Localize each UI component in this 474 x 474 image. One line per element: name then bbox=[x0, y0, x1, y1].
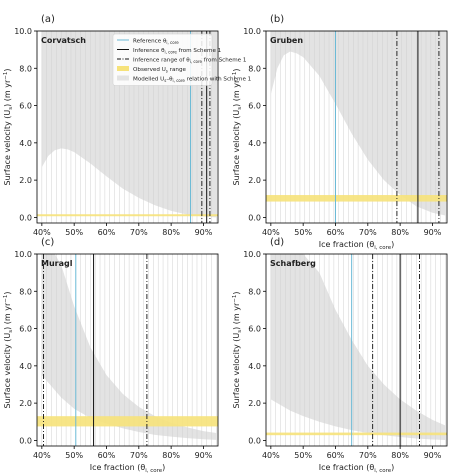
axes-frame bbox=[36, 253, 219, 447]
y-axis-label: Surface velocity (Us) (m yr−1) bbox=[3, 68, 14, 185]
x-tick-label: 40% bbox=[262, 451, 280, 460]
x-tick-label: 40% bbox=[262, 228, 280, 237]
x-tick-label: 40% bbox=[33, 451, 51, 460]
x-tick-label: 90% bbox=[424, 228, 442, 237]
x-tick-label: 90% bbox=[195, 451, 213, 460]
y-tick-label: 6.0 bbox=[19, 325, 32, 334]
x-tick-label: 40% bbox=[33, 228, 51, 237]
y-tick-label: 8.0 bbox=[19, 64, 32, 73]
x-tick-label: 50% bbox=[65, 228, 83, 237]
y-tick-label: 2.0 bbox=[248, 399, 261, 408]
x-tick-label: 50% bbox=[294, 451, 312, 460]
site-name: Corvatsch bbox=[41, 36, 86, 45]
y-tick-label: 2.0 bbox=[248, 176, 261, 185]
observed-range-band bbox=[266, 195, 447, 202]
x-tick-label: 80% bbox=[162, 228, 180, 237]
y-tick-label: 10.0 bbox=[243, 27, 261, 36]
legend-swatch-modelled bbox=[117, 75, 129, 81]
x-tick-label: 60% bbox=[98, 451, 116, 460]
y-tick-label: 6.0 bbox=[248, 325, 261, 334]
x-tick-label: 60% bbox=[98, 228, 116, 237]
plot-area bbox=[266, 254, 447, 446]
y-axis-label: Surface velocity (Us) (m yr−1) bbox=[232, 291, 243, 408]
x-tick-label: 70% bbox=[130, 228, 148, 237]
y-tick-label: 10.0 bbox=[243, 250, 261, 259]
panel-c: 40% 50% 60% 70% 80% 90% 0.0 2.0 4.0 6.0 8.0 10.0 (c)… bbox=[3, 237, 219, 474]
panel-a: 40% 50% 60% 70% 80% 90% 0.0 2.0 4.0 6.0 8.0 10.0 (a)… bbox=[3, 14, 252, 237]
y-tick-label: 8.0 bbox=[248, 287, 261, 296]
y-tick-label: 4.0 bbox=[19, 362, 32, 371]
panel-d: 40% 50% 60% 70% 80% 90% 0.0 2.0 4.0 6.0 8.0 10.0 (d)… bbox=[232, 237, 448, 474]
legend-label-inference: Inference θi, core from Scheme 1 bbox=[133, 48, 222, 55]
y-tick-label: 4.0 bbox=[248, 139, 261, 148]
legend-label-range: Inference range of θi, core from Scheme … bbox=[133, 57, 247, 64]
y-axis-label: Surface velocity (Us) (m yr−1) bbox=[3, 291, 14, 408]
x-tick-label: 50% bbox=[65, 451, 83, 460]
x-tick-label: 60% bbox=[327, 451, 345, 460]
panel-label: (d) bbox=[270, 237, 284, 248]
x-tick-label: 60% bbox=[327, 228, 345, 237]
y-tick-label: 6.0 bbox=[248, 102, 261, 111]
x-tick-label: 70% bbox=[359, 228, 377, 237]
axes-frame bbox=[265, 30, 448, 224]
panel-label: (b) bbox=[270, 14, 284, 25]
observed-range-band bbox=[266, 432, 447, 436]
plot-area bbox=[266, 31, 447, 223]
x-tick-label: 80% bbox=[391, 228, 409, 237]
site-name: Muragl bbox=[41, 259, 73, 268]
panel-b: 40% 50% 60% 70% 80% 90% 0.0 2.0 4.0 6.0 8.0 10.0 (b)… bbox=[232, 14, 448, 251]
y-tick-label: 6.0 bbox=[19, 102, 32, 111]
x-tick-label: 70% bbox=[130, 451, 148, 460]
y-tick-label: 2.0 bbox=[19, 399, 32, 408]
y-tick-label: 8.0 bbox=[248, 64, 261, 73]
x-axis-label: Ice fraction (θi, core) bbox=[319, 463, 395, 474]
y-tick-label: 0.0 bbox=[248, 436, 261, 445]
x-tick-label: 80% bbox=[391, 451, 409, 460]
x-tick-label: 90% bbox=[195, 228, 213, 237]
y-tick-label: 0.0 bbox=[19, 213, 32, 222]
observed-range-band bbox=[37, 416, 218, 427]
site-name: Gruben bbox=[270, 36, 303, 45]
site-name: Schafberg bbox=[270, 259, 316, 268]
y-axis-label: Surface velocity (Us) (m yr−1) bbox=[232, 68, 243, 185]
legend-swatch-observed bbox=[117, 66, 129, 71]
y-tick-label: 10.0 bbox=[14, 250, 32, 259]
x-axis-label: Ice fraction (θi, core) bbox=[319, 240, 395, 251]
observed-range-band bbox=[37, 214, 218, 217]
y-tick-label: 10.0 bbox=[14, 27, 32, 36]
x-tick-label: 50% bbox=[294, 228, 312, 237]
legend: Reference θi, core Inference θi, core fro… bbox=[112, 33, 252, 86]
panel-label: (c) bbox=[41, 237, 54, 248]
panel-label: (a) bbox=[41, 14, 55, 25]
axes-frame bbox=[36, 30, 219, 224]
x-tick-label: 80% bbox=[162, 451, 180, 460]
legend-label-reference: Reference θi, core bbox=[133, 38, 179, 45]
x-axis-label: Ice fraction (θi, core) bbox=[90, 463, 166, 474]
legend-label-observed: Observed Us range bbox=[133, 67, 186, 74]
legend-box bbox=[112, 33, 213, 86]
y-tick-label: 4.0 bbox=[19, 139, 32, 148]
y-tick-label: 2.0 bbox=[19, 176, 32, 185]
axes-frame bbox=[265, 253, 448, 447]
y-tick-label: 4.0 bbox=[248, 362, 261, 371]
plot-area bbox=[37, 254, 218, 446]
x-tick-label: 70% bbox=[359, 451, 377, 460]
legend-label-modelled: Modelled Us–θi, core relation with Schem… bbox=[133, 76, 252, 83]
y-tick-label: 0.0 bbox=[19, 436, 32, 445]
y-tick-label: 8.0 bbox=[19, 287, 32, 296]
y-tick-label: 0.0 bbox=[248, 213, 261, 222]
x-tick-label: 90% bbox=[424, 451, 442, 460]
